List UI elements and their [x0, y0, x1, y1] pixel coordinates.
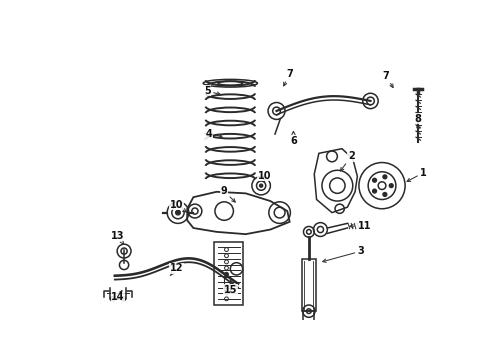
Bar	[302, 259, 316, 311]
Bar	[214, 242, 244, 305]
Text: 7: 7	[284, 69, 293, 86]
Circle shape	[390, 184, 393, 188]
Text: 2: 2	[341, 152, 355, 171]
Circle shape	[224, 272, 228, 276]
Text: 4: 4	[205, 129, 222, 139]
Text: 7: 7	[383, 71, 393, 87]
Text: 1: 1	[407, 167, 427, 181]
Circle shape	[372, 178, 376, 182]
Circle shape	[383, 193, 387, 196]
Text: 10: 10	[257, 171, 271, 181]
Text: 8: 8	[415, 114, 422, 130]
Text: 10: 10	[170, 200, 186, 212]
Text: 5: 5	[204, 86, 221, 96]
Text: 15: 15	[223, 281, 237, 294]
Text: 3: 3	[323, 246, 365, 262]
Circle shape	[260, 184, 263, 187]
Circle shape	[175, 210, 180, 215]
Text: 6: 6	[290, 131, 297, 146]
Bar	[303, 311, 314, 323]
Text: 12: 12	[170, 263, 183, 276]
Text: 9: 9	[221, 186, 235, 202]
Circle shape	[372, 189, 376, 193]
Bar	[224, 277, 229, 291]
Circle shape	[383, 175, 387, 179]
Text: 14: 14	[111, 291, 124, 302]
Text: 11: 11	[350, 221, 371, 231]
Text: 13: 13	[111, 231, 124, 244]
